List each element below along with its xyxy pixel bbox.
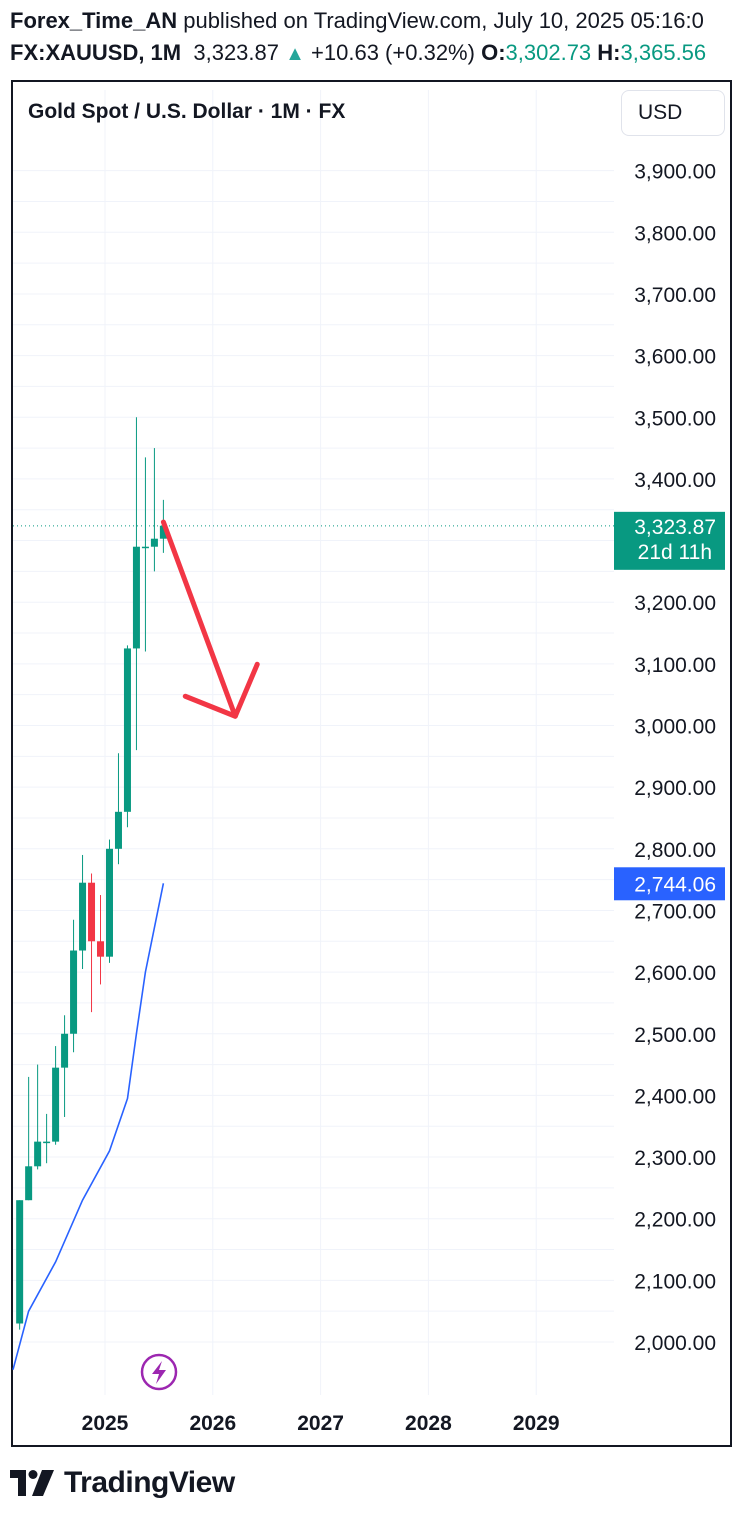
lightning-bolt [152, 1361, 166, 1384]
high-value: 3,365.56 [620, 40, 707, 65]
chart-frame [11, 80, 732, 1447]
y-axis-tick-label: 3,200.00 [634, 592, 716, 615]
y-axis-tick-label: 2,100.00 [634, 1270, 716, 1293]
open-value: 3,302.73 [505, 40, 592, 65]
annotation-arrow-shaft[interactable] [160, 519, 238, 719]
y-axis-tick-label: 3,700.00 [634, 284, 716, 307]
x-axis-tick-label: 2025 [82, 1412, 129, 1435]
y-axis-tick-label: 2,700.00 [634, 900, 716, 923]
candle-body [52, 1067, 60, 1142]
currency-button[interactable]: USD [621, 90, 725, 136]
candle-body [16, 1200, 24, 1324]
x-axis-tick-label: 2029 [513, 1412, 560, 1435]
y-axis-tick-label: 2,600.00 [634, 962, 716, 985]
y-axis-tick-label: 3,100.00 [634, 654, 716, 677]
published-text: published on TradingView.com, July 10, 2… [177, 8, 704, 33]
y-axis-tick-label: 3,500.00 [634, 407, 716, 430]
high-label: H: [597, 40, 621, 65]
candle-body [88, 882, 96, 942]
logo-text: TradingView [64, 1466, 235, 1499]
last-price-badge-countdown: 21d 11h [638, 541, 712, 564]
y-axis-tick-label: 2,000.00 [634, 1332, 716, 1355]
candle-body [114, 811, 122, 849]
candle-body [25, 1166, 33, 1201]
ma-value-badge [614, 867, 725, 901]
y-axis-tick-label: 3,000.00 [634, 716, 716, 739]
candle-body [79, 882, 87, 951]
x-axis-tick-label: 2027 [297, 1412, 344, 1435]
y-axis-tick-label: 2,200.00 [634, 1209, 716, 1232]
ma-value-badge-text: 2,744.06 [634, 873, 716, 896]
publish-info: Forex_Time_AN published on TradingView.c… [10, 8, 704, 34]
y-axis-tick-label: 2,400.00 [634, 1085, 716, 1108]
tradingview-logo[interactable]: TradingView [10, 1466, 235, 1500]
candle-body [70, 950, 78, 1034]
candle-body [34, 1141, 42, 1167]
candle-body [132, 546, 140, 649]
symbol-label: FX:XAUUSD, 1M [10, 40, 182, 65]
candle-body [61, 1033, 69, 1068]
current-price: 3,323.87 [193, 40, 279, 65]
symbol-info-line: FX:XAUUSD, 1M 3,323.87 ▲ +10.63 (+0.32%)… [10, 40, 706, 66]
last-price-badge-value: 3,323.87 [634, 516, 716, 539]
y-axis-tick-label: 2,800.00 [634, 839, 716, 862]
y-axis-tick-label: 2,300.00 [634, 1147, 716, 1170]
y-axis-tick-label: 3,800.00 [634, 222, 716, 245]
x-axis-tick-label: 2028 [405, 1412, 452, 1435]
chart-title: Gold Spot / U.S. Dollar · 1M · FX [28, 100, 346, 123]
annotation-arrow-head[interactable] [182, 661, 260, 719]
tradingview-logo-icon [10, 1470, 54, 1496]
candle-body [105, 848, 113, 957]
candle-body [97, 941, 105, 957]
x-axis-tick-label: 2026 [189, 1412, 236, 1435]
candle-body [141, 546, 149, 549]
last-price-badge [614, 511, 725, 570]
open-label: O: [481, 40, 506, 65]
candle-body [150, 538, 158, 547]
y-axis-tick-label: 3,900.00 [634, 161, 716, 184]
candle-body [123, 648, 131, 812]
y-axis-tick-label: 2,500.00 [634, 1024, 716, 1047]
y-axis-tick-label: 2,900.00 [634, 777, 716, 800]
author-name[interactable]: Forex_Time_AN [10, 8, 178, 33]
candle-body [159, 525, 167, 539]
y-axis-tick-label: 3,400.00 [634, 469, 716, 492]
y-axis-tick-label: 3,600.00 [634, 346, 716, 369]
up-triangle-icon: ▲ [285, 43, 305, 65]
candle-body [43, 1141, 51, 1144]
moving-average-line [12, 883, 165, 1370]
price-change: +10.63 (+0.32%) [311, 40, 475, 65]
